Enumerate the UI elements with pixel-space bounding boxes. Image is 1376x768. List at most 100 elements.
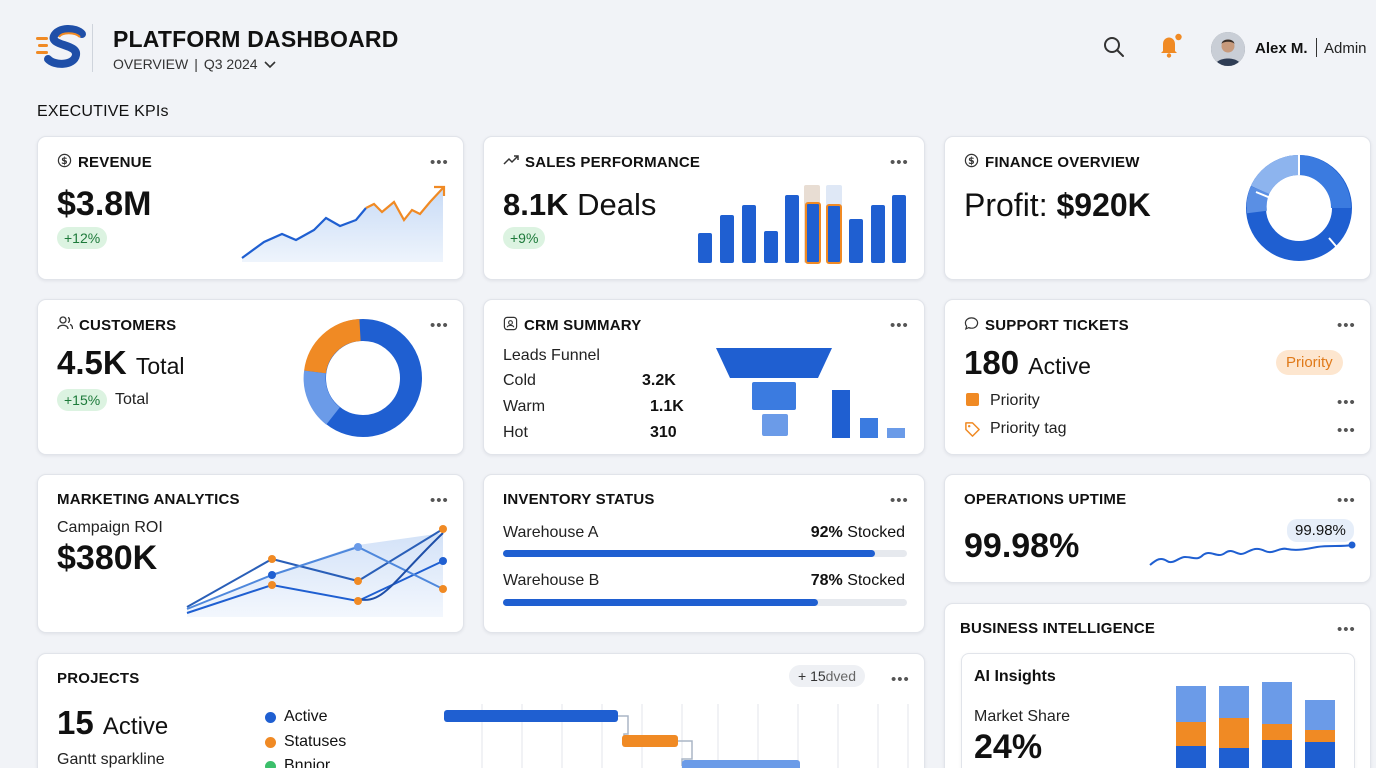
projects-badge[interactable]: + 15dved <box>789 665 865 687</box>
bell-icon <box>1156 32 1184 65</box>
legend-label: Active <box>284 708 328 725</box>
support-card-header: SUPPORT TICKETS <box>964 316 1129 335</box>
more-options-icon[interactable]: ••• <box>1337 492 1356 509</box>
search-icon <box>1102 35 1126 64</box>
sales-value: 8.1K <box>503 187 569 222</box>
support-value-group: 180 Active <box>964 344 1091 382</box>
period-label: Q3 2024 <box>203 56 258 72</box>
inventory-card[interactable]: INVENTORY STATUS ••• Warehouse A 92% Sto… <box>483 474 925 633</box>
customers-card[interactable]: CUSTOMERS ••• 4.5K Total +15% Total <box>37 299 464 455</box>
projects-card[interactable]: PROJECTS + 15dved ••• 15 Active Gantt sp… <box>37 653 925 768</box>
card-title: OPERATIONS UPTIME <box>964 491 1127 508</box>
legend-dot <box>265 760 276 768</box>
more-options-icon[interactable]: ••• <box>1337 621 1356 638</box>
more-options-icon[interactable]: ••• <box>430 492 449 509</box>
tag-icon <box>964 421 981 443</box>
warehouse-status-label: Stocked <box>847 572 905 589</box>
crm-row-value: 1.1K <box>650 398 684 415</box>
uptime-card[interactable]: OPERATIONS UPTIME ••• 99.98% 99.98% <box>944 474 1371 583</box>
period-selector[interactable]: OVERVIEW | Q3 2024 <box>113 56 276 72</box>
card-title: PROJECTS <box>57 670 140 687</box>
crm-card[interactable]: CRM SUMMARY ••• Leads Funnel Cold 3.2K W… <box>483 299 925 455</box>
warehouse-status: 92% Stocked <box>811 524 905 542</box>
legend-item: Statuses <box>265 733 346 751</box>
crm-card-header: CRM SUMMARY <box>503 316 641 335</box>
chat-bubble-icon <box>964 316 979 335</box>
user-separator <box>1316 38 1317 57</box>
more-options-icon[interactable]: ••• <box>890 154 909 171</box>
crm-row-value: 310 <box>650 424 677 441</box>
revenue-card-header: $ REVENUE <box>57 153 152 172</box>
warehouse-percent: 78% <box>810 572 843 589</box>
card-title: CUSTOMERS <box>79 316 177 334</box>
sales-unit: Deals <box>577 187 657 222</box>
progress-bar <box>503 550 907 557</box>
square-icon <box>966 393 979 406</box>
uptime-sparkline <box>1149 541 1356 566</box>
card-title: CRM SUMMARY <box>524 317 642 334</box>
gantt-chart <box>444 704 909 768</box>
finance-card[interactable]: $ FINANCE OVERVIEW Profit: $920K <box>944 136 1371 280</box>
badge-label: dved <box>825 668 856 684</box>
market-share-label: Market Share <box>974 708 1071 725</box>
more-options-icon[interactable]: ••• <box>890 492 909 509</box>
avatar[interactable] <box>1211 32 1245 66</box>
sales-card[interactable]: SALES PERFORMANCE ••• 8.1K Deals +9% <box>483 136 925 280</box>
more-options-icon[interactable]: ••• <box>430 317 449 334</box>
legend-item: Active <box>265 708 328 726</box>
bi-card[interactable]: BUSINESS INTELLIGENCE ••• AI Insights Ma… <box>944 603 1371 768</box>
warehouse-status: 78% Stocked <box>811 572 905 590</box>
crm-row-label: Cold <box>503 372 536 389</box>
card-title: FINANCE OVERVIEW <box>985 154 1140 171</box>
projects-value: 15 <box>57 704 94 741</box>
uptime-tooltip: 99.98% <box>1287 519 1354 542</box>
change-badge: +12% <box>57 227 108 249</box>
trend-up-icon <box>503 153 519 171</box>
crm-funnel-chart <box>716 348 905 438</box>
support-item-label: Priority <box>990 392 1040 409</box>
view-label: OVERVIEW <box>113 56 189 72</box>
campaign-label: Campaign ROI <box>57 519 163 536</box>
dollar-circle-icon: $ <box>964 153 979 172</box>
contact-card-icon <box>503 316 518 335</box>
crm-row-value: 3.2K <box>642 372 676 389</box>
revenue-card[interactable]: $ REVENUE ••• $3.8M +12% <box>37 136 464 280</box>
warehouse-label: Warehouse B <box>503 572 600 589</box>
funnel-label: Leads Funnel <box>503 347 600 364</box>
change-label: Total <box>115 391 149 408</box>
svg-text:$: $ <box>61 156 68 167</box>
marketing-card[interactable]: MARKETING ANALYTICS ••• Campaign ROI $38… <box>37 474 464 633</box>
warehouse-status-label: Stocked <box>847 524 905 541</box>
gantt-label: Gantt sparkline <box>57 751 165 768</box>
customers-value-group: 4.5K Total <box>57 344 184 382</box>
view-separator: | <box>194 56 198 72</box>
more-options-icon[interactable]: ••• <box>430 154 449 171</box>
user-role: Admin <box>1324 40 1367 57</box>
sales-bar-chart <box>698 185 906 264</box>
card-title: SALES PERFORMANCE <box>525 153 701 171</box>
app-logo <box>36 24 88 70</box>
support-unit: Active <box>1028 353 1091 379</box>
card-title: BUSINESS INTELLIGENCE <box>960 620 1156 637</box>
crm-row-label: Warm <box>503 398 546 415</box>
sales-card-header: SALES PERFORMANCE <box>503 153 700 171</box>
sales-value-group: 8.1K Deals <box>503 187 656 223</box>
support-card[interactable]: SUPPORT TICKETS ••• 180 Active Priority … <box>944 299 1371 455</box>
more-options-icon[interactable]: ••• <box>890 317 909 334</box>
support-value: 180 <box>964 344 1020 381</box>
more-options-icon[interactable]: ••• <box>891 671 910 688</box>
projects-unit: Active <box>102 713 169 740</box>
warehouse-percent: 92% <box>810 524 843 541</box>
more-options-icon[interactable]: ••• <box>1337 394 1356 411</box>
more-options-icon[interactable]: ••• <box>1337 317 1356 334</box>
uptime-value: 99.98% <box>964 527 1080 565</box>
notifications-button[interactable] <box>1157 33 1183 61</box>
legend-label: Bnnior <box>284 757 331 768</box>
ai-insights-panel: AI Insights Market Share 24% <box>961 653 1355 768</box>
customers-donut-chart <box>303 319 422 437</box>
finance-card-header: $ FINANCE OVERVIEW <box>964 153 1140 172</box>
dollar-circle-icon: $ <box>57 153 72 172</box>
card-title: MARKETING ANALYTICS <box>57 491 240 508</box>
search-button[interactable] <box>1101 36 1127 62</box>
more-options-icon[interactable]: ••• <box>1337 422 1356 439</box>
